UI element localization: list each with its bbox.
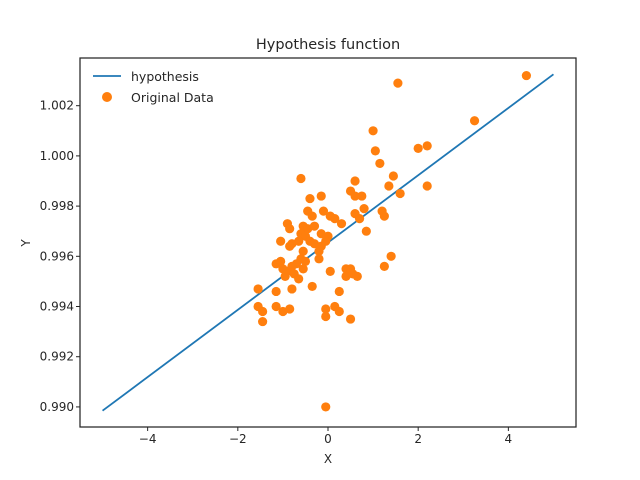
data-point xyxy=(350,191,360,201)
data-point xyxy=(321,236,331,246)
legend-label-original-data: Original Data xyxy=(131,90,214,105)
data-point xyxy=(276,256,286,266)
data-point xyxy=(469,116,480,126)
data-point xyxy=(370,146,380,156)
data-point xyxy=(361,226,371,236)
data-point xyxy=(375,158,385,169)
data-point xyxy=(285,241,295,251)
data-point xyxy=(258,316,268,327)
data-point xyxy=(336,219,347,229)
y-tick-label: 1.000 xyxy=(40,149,74,163)
data-point xyxy=(294,236,304,246)
data-point xyxy=(321,402,331,412)
chart-title: Hypothesis function xyxy=(256,37,400,53)
y-tick-label: 0.996 xyxy=(40,249,74,263)
data-point xyxy=(352,271,362,281)
data-point xyxy=(287,284,297,294)
data-point xyxy=(357,191,367,201)
data-point xyxy=(334,286,344,297)
data-point xyxy=(285,224,295,234)
data-point xyxy=(368,126,378,136)
data-point xyxy=(314,246,324,256)
x-tick-label: −2 xyxy=(229,432,247,446)
data-point xyxy=(258,306,268,317)
data-point xyxy=(521,70,532,81)
data-point xyxy=(271,286,281,297)
y-tick-label: 0.992 xyxy=(40,350,74,364)
chart-marks xyxy=(102,70,554,412)
data-point xyxy=(321,304,331,314)
data-point xyxy=(384,181,394,191)
y-tick-label: 0.990 xyxy=(40,400,74,414)
y-tick-label: 0.998 xyxy=(40,199,74,213)
legend-marker-swatch xyxy=(102,92,112,102)
y-tick-label: 1.002 xyxy=(40,99,74,113)
data-point xyxy=(296,173,306,184)
data-point xyxy=(300,256,311,266)
x-tick-label: −4 xyxy=(139,432,157,446)
y-axis-ticks: 0.990 0.992 0.994 0.996 0.998 1.000 1.002 xyxy=(40,99,80,414)
x-tick-label: 2 xyxy=(414,432,422,446)
data-point xyxy=(379,261,389,271)
data-point xyxy=(422,141,432,151)
data-point xyxy=(395,188,405,199)
data-point xyxy=(350,176,360,186)
data-point xyxy=(305,193,315,204)
data-point xyxy=(345,314,356,324)
data-point xyxy=(294,274,304,284)
data-point xyxy=(388,171,398,181)
data-point xyxy=(280,271,290,281)
x-axis-ticks: −4 −2 0 2 4 xyxy=(139,427,512,446)
data-point xyxy=(287,261,297,271)
data-point xyxy=(309,221,320,231)
data-point xyxy=(316,191,326,201)
x-tick-label: 4 xyxy=(505,432,513,446)
legend-label-hypothesis: hypothesis xyxy=(131,69,199,84)
data-point xyxy=(253,284,263,294)
data-point xyxy=(386,251,396,261)
data-point xyxy=(298,264,308,274)
x-tick-label: 0 xyxy=(324,432,332,446)
y-axis-label: Y xyxy=(19,239,33,248)
y-tick-label: 0.994 xyxy=(40,300,74,314)
data-point xyxy=(413,143,423,153)
data-point xyxy=(393,78,403,88)
data-point xyxy=(422,181,432,191)
data-point xyxy=(334,306,344,317)
data-point xyxy=(321,311,331,322)
x-axis-label: X xyxy=(324,452,332,466)
data-point xyxy=(307,281,317,292)
data-point xyxy=(314,254,324,264)
data-point xyxy=(325,266,335,276)
data-point xyxy=(276,236,286,246)
data-point xyxy=(307,211,317,221)
data-point xyxy=(318,206,329,216)
data-point xyxy=(285,304,295,314)
data-point xyxy=(359,204,369,214)
data-point xyxy=(271,301,281,312)
data-point xyxy=(354,214,365,224)
data-point xyxy=(298,246,308,256)
data-point xyxy=(330,214,340,224)
data-point xyxy=(379,211,389,221)
chart-legend: hypothesis Original Data xyxy=(93,69,214,105)
